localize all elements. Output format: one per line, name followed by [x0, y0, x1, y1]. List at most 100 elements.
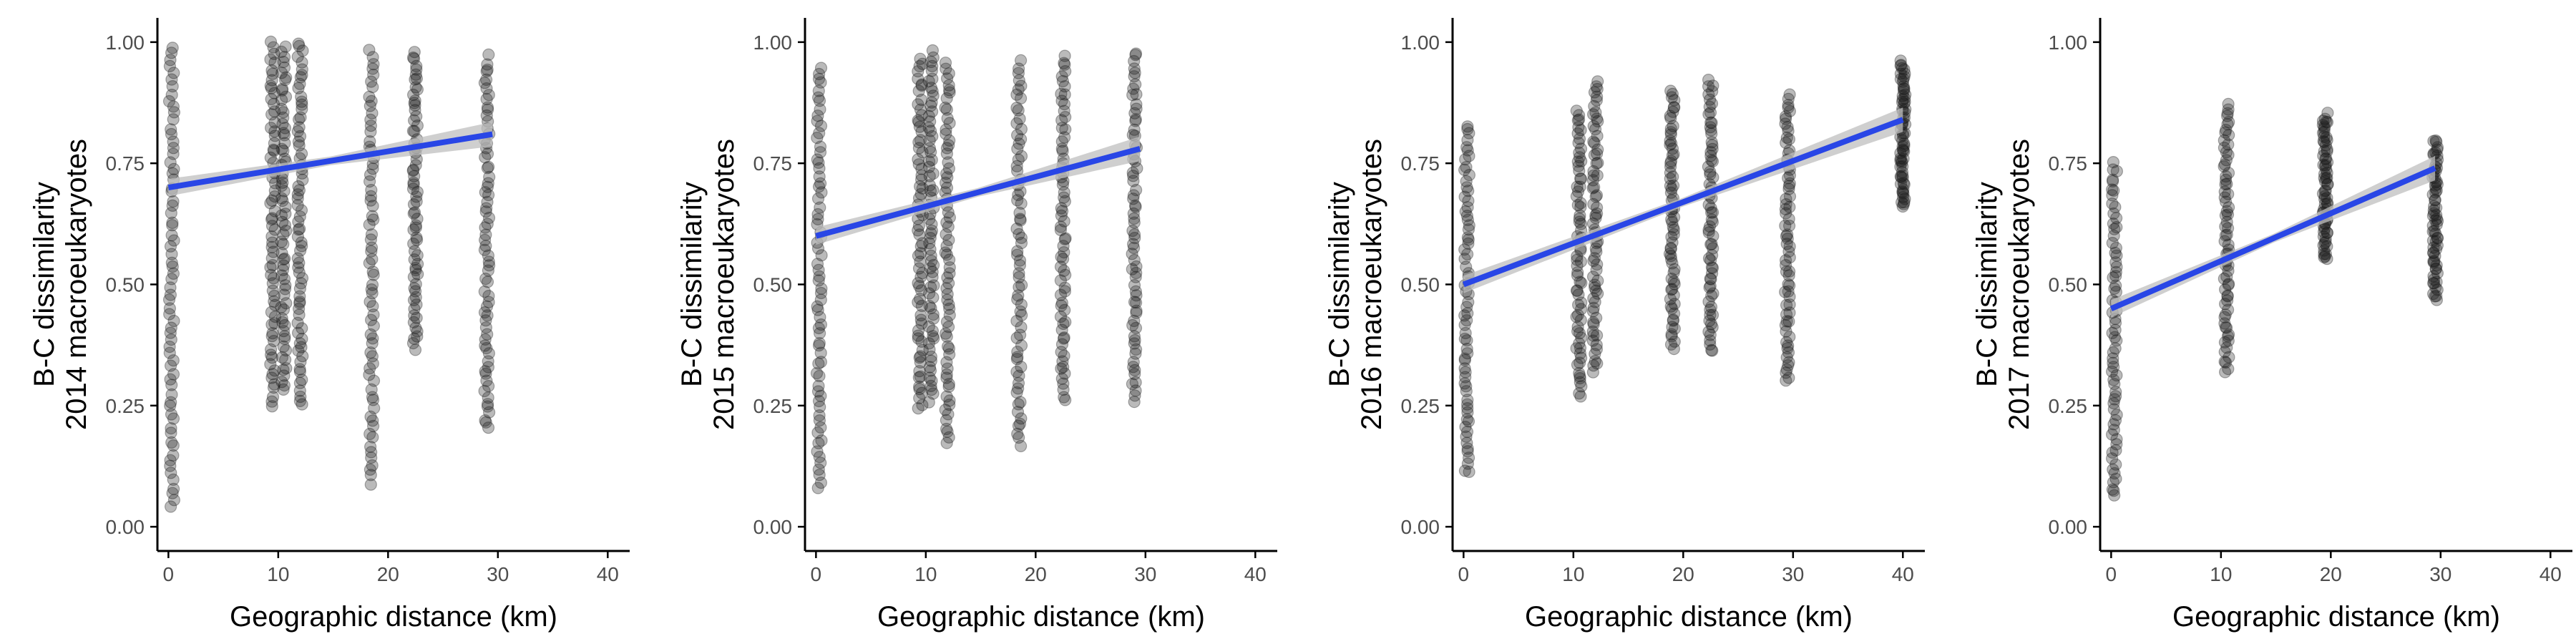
data-point — [268, 335, 280, 348]
data-point — [1586, 334, 1599, 347]
data-point — [1055, 296, 1069, 309]
data-point — [1570, 284, 1584, 297]
data-point — [943, 348, 956, 361]
data-point — [1574, 197, 1587, 210]
data-point — [167, 314, 180, 328]
data-point — [1015, 231, 1028, 244]
data-point — [2221, 107, 2234, 119]
data-point — [410, 72, 424, 85]
data-point — [1587, 197, 1600, 210]
data-point — [296, 98, 308, 111]
data-point — [2222, 362, 2235, 376]
data-point — [1010, 365, 1023, 379]
data-point — [2219, 229, 2232, 242]
data-point — [1590, 263, 1603, 276]
data-point — [1589, 106, 1602, 119]
data-point — [2108, 282, 2121, 295]
data-point — [940, 216, 953, 229]
data-point — [2430, 290, 2443, 303]
data-point — [1894, 72, 1907, 86]
data-point — [923, 371, 936, 384]
data-point — [275, 209, 288, 222]
data-point — [296, 44, 309, 57]
data-point — [481, 400, 494, 413]
data-point — [1704, 168, 1717, 181]
data-point — [927, 279, 940, 292]
data-point — [277, 364, 290, 376]
data-point — [922, 160, 936, 173]
data-point — [365, 245, 378, 258]
data-point — [915, 335, 928, 348]
data-point — [1056, 145, 1069, 157]
data-point — [1011, 142, 1024, 155]
data-point — [365, 241, 379, 254]
data-point — [1666, 321, 1679, 333]
panel-4: 0.000.250.500.751.000 10 20 30 40Geographic … — [1971, 18, 2572, 633]
data-point — [1460, 343, 1473, 356]
data-point — [2318, 237, 2331, 250]
data-point — [364, 427, 376, 441]
data-point — [277, 238, 290, 250]
data-point — [1781, 342, 1794, 355]
data-point — [1589, 190, 1602, 203]
data-point — [926, 324, 940, 338]
y-tick-label: 0.25 — [2049, 395, 2088, 417]
data-point — [482, 347, 496, 360]
data-point — [2320, 131, 2333, 144]
data-point — [1780, 315, 1793, 328]
data-point — [2107, 156, 2119, 169]
data-point — [1054, 311, 1068, 323]
data-point — [296, 322, 308, 335]
data-point — [1668, 298, 1681, 311]
data-point — [2319, 139, 2332, 152]
data-point — [294, 71, 307, 84]
data-point — [1012, 382, 1025, 395]
data-point — [409, 219, 422, 232]
data-point — [1573, 366, 1586, 380]
data-point — [1462, 223, 1475, 236]
data-point — [1128, 296, 1141, 308]
data-point — [2109, 323, 2122, 336]
data-point — [1664, 242, 1677, 255]
data-point — [268, 56, 281, 69]
data-point — [1458, 190, 1471, 203]
data-point — [1055, 205, 1069, 218]
data-point — [1057, 240, 1070, 253]
data-point — [1705, 97, 1719, 110]
data-point — [479, 273, 492, 286]
data-point — [479, 314, 492, 327]
data-point — [1590, 80, 1603, 93]
data-point — [1591, 157, 1604, 170]
data-point — [1704, 146, 1717, 159]
data-point — [2106, 446, 2119, 459]
data-point — [1012, 188, 1025, 201]
y-tick-label: 0.50 — [753, 274, 793, 296]
data-point — [2429, 182, 2442, 195]
data-point — [479, 416, 492, 429]
data-point — [368, 401, 381, 415]
data-point — [265, 194, 278, 207]
data-point — [167, 113, 180, 126]
data-point — [265, 92, 278, 106]
data-point — [267, 41, 280, 54]
x-tick-label: 10 — [914, 563, 937, 585]
data-point — [408, 46, 421, 59]
data-point — [265, 74, 278, 87]
data-point — [407, 114, 421, 127]
data-point — [293, 363, 306, 376]
data-point — [296, 56, 308, 69]
data-point — [165, 207, 177, 220]
data-point — [277, 259, 291, 272]
data-point — [1894, 59, 1907, 72]
data-point — [1782, 172, 1795, 185]
data-point — [411, 325, 424, 338]
data-point — [1572, 298, 1585, 311]
data-point — [2429, 290, 2441, 303]
data-point — [1458, 332, 1471, 346]
data-point — [409, 221, 422, 234]
data-point — [914, 350, 927, 363]
data-point — [2426, 219, 2439, 232]
data-point — [1780, 112, 1792, 125]
data-point — [479, 228, 492, 241]
data-point — [1460, 425, 1474, 439]
